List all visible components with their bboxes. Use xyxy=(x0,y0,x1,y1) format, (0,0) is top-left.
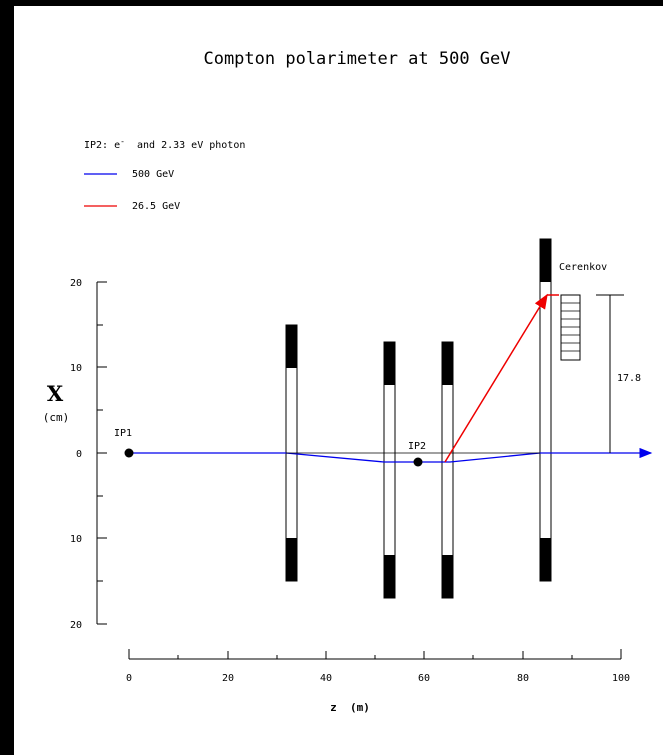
y-tick-label: 10 xyxy=(70,534,82,545)
beams xyxy=(124,293,653,467)
dimension-marker: 17.8 xyxy=(596,294,641,453)
x-tick-label: 100 xyxy=(612,673,630,684)
cerenkov-box xyxy=(560,294,581,361)
x-axis-label: z (m) xyxy=(330,701,370,714)
x-tick-label: 80 xyxy=(517,673,529,684)
legend-heading: IP2: e- and 2.33 eV photon xyxy=(84,137,245,151)
y-axis-label: X xyxy=(47,381,64,406)
ip2-label: IP2 xyxy=(408,441,426,452)
magnet-3 xyxy=(441,341,454,599)
ip1-label: IP1 xyxy=(114,428,132,439)
magnet-4 xyxy=(539,238,552,582)
magnets xyxy=(285,238,552,599)
chart-title: Compton polarimeter at 500 GeV xyxy=(203,49,510,69)
ip1-marker xyxy=(124,448,134,458)
y-tick-label: 20 xyxy=(70,620,82,631)
ip2-marker xyxy=(413,457,423,467)
x-tick-label: 0 xyxy=(126,673,132,684)
x-axis: 0 20 40 60 80 100 z (m) xyxy=(126,649,630,714)
cerenkov-label: Cerenkov xyxy=(559,262,607,273)
legend-label-500gev: 500 GeV xyxy=(132,169,174,180)
y-axis: 20 10 0 10 20 X (cm) xyxy=(43,278,107,631)
magnet-2 xyxy=(383,341,396,599)
y-tick-label: 10 xyxy=(70,363,82,374)
y-axis-unit: (cm) xyxy=(43,411,70,424)
legend-label-26gev: 26.5 GeV xyxy=(132,201,180,212)
x-tick-label: 60 xyxy=(418,673,430,684)
y-tick-label: 0 xyxy=(76,449,82,460)
legend: IP2: e- and 2.33 eV photon 500 GeV 26.5 … xyxy=(84,137,245,212)
cerenkov-detector: Cerenkov xyxy=(559,262,607,361)
x-tick-label: 20 xyxy=(222,673,234,684)
beam-26gev-line xyxy=(444,293,548,463)
dimension-label: 17.8 xyxy=(617,373,641,384)
y-tick-label: 20 xyxy=(70,278,82,289)
x-tick-label: 40 xyxy=(320,673,332,684)
top-border xyxy=(0,0,663,6)
left-border xyxy=(0,0,14,755)
